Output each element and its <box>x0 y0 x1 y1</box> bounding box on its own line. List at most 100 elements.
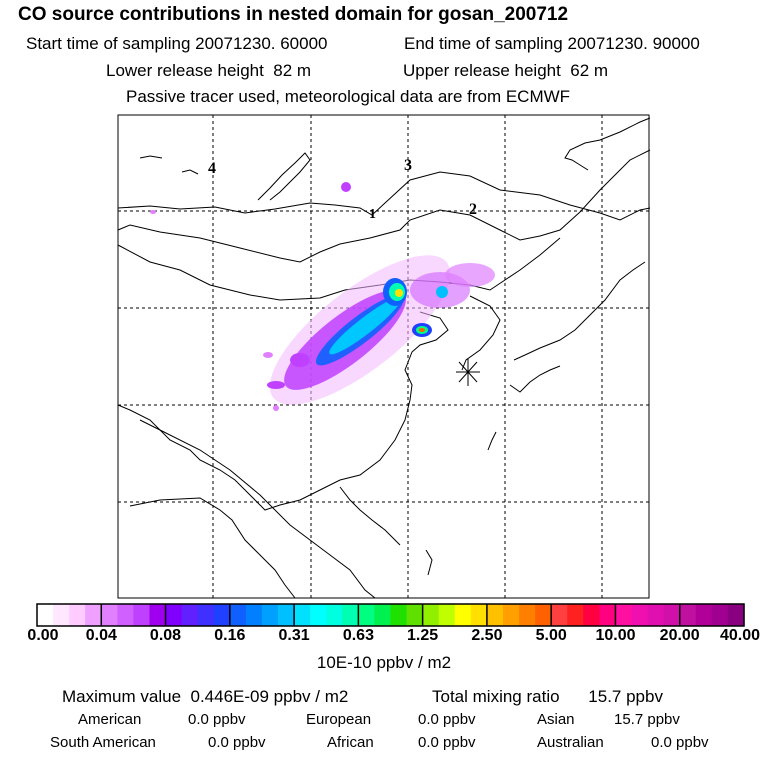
colorbar-cell <box>261 604 279 626</box>
max-value-number: 0.446E-09 ppbv / m2 <box>190 687 349 706</box>
colorbar-tick-label: 0.04 <box>85 627 117 644</box>
colorbar-cell <box>695 604 713 626</box>
colorbar-cell <box>85 604 102 626</box>
colorbar-cell <box>551 604 568 626</box>
colorbar-cell <box>422 604 440 626</box>
colorbar-cell <box>438 604 456 626</box>
region-australian-label: Australian <box>537 734 604 751</box>
colorbar-cell <box>679 604 697 626</box>
start-time-label: Start time of sampling <box>26 34 191 53</box>
colorbar-tick-label: 1.25 <box>407 627 439 644</box>
colorbar-cell <box>197 604 215 626</box>
tracer-note: Passive tracer used, meteorological data… <box>126 87 571 106</box>
colorbar-cell <box>406 604 424 626</box>
end-time-value: 20071230. 90000 <box>567 34 700 53</box>
colorbar-cell <box>133 604 151 626</box>
contribution-plume <box>150 182 495 411</box>
colorbar-cell <box>310 604 327 626</box>
total-mixing-value: 15.7 ppbv <box>588 687 663 706</box>
colorbar-cell <box>631 604 649 626</box>
colorbar-cell <box>647 604 665 626</box>
colorbar-units: 10E-10 ppbv / m2 <box>316 653 452 672</box>
colorbar-tick-label: 0.63 <box>342 627 374 644</box>
start-time: Start time of sampling 20071230. 60000 <box>26 34 328 54</box>
end-time: End time of sampling 20071230. 90000 <box>404 34 700 54</box>
region-european-value: 0.0 ppbv <box>418 711 476 728</box>
colorbar-cell <box>181 604 199 626</box>
colorbar-cell <box>470 604 488 626</box>
region-south-american-value: 0.0 ppbv <box>208 734 266 751</box>
region-american-value: 0.0 ppbv <box>188 711 246 728</box>
colorbar-tick-label: 0.31 <box>278 627 310 644</box>
colorbar-tick-label: 2.50 <box>471 627 503 644</box>
colorbar-cell <box>599 604 617 626</box>
max-value: Maximum value 0.446E-09 ppbv / m2 <box>62 687 348 707</box>
colorbar-cell <box>711 604 729 626</box>
colorbar-cell <box>245 604 263 626</box>
region-south-american-label: South American <box>50 734 156 751</box>
colorbar-cell <box>53 604 70 626</box>
grid-label-1: 1 <box>369 207 376 222</box>
colorbar-cell <box>535 604 552 626</box>
upper-release-label: Upper release height <box>403 61 561 80</box>
region-asian-value: 15.7 ppbv <box>614 711 680 728</box>
colorbar-cell <box>502 604 520 626</box>
map-frame <box>117 114 650 599</box>
colorbar-cell <box>69 604 86 626</box>
colorbar-cell <box>663 604 681 626</box>
grid-label-3: 3 <box>404 157 412 174</box>
lower-release-label: Lower release height <box>106 61 264 80</box>
colorbar-cell <box>454 604 472 626</box>
region-australian-value: 0.0 ppbv <box>651 734 709 751</box>
grid-label-2: 2 <box>469 201 477 218</box>
colorbar <box>37 604 745 626</box>
colorbar-tick-label: 0.16 <box>214 627 246 644</box>
colorbar-cell <box>519 604 536 626</box>
colorbar-cell <box>358 604 376 626</box>
grid-label-4: 4 <box>208 160 216 177</box>
region-american-label: American <box>78 711 142 728</box>
colorbar-cell <box>486 604 504 626</box>
colorbar-dividers <box>100 604 681 626</box>
max-value-label: Maximum value <box>62 687 182 706</box>
colorbar-tick-label: 0.08 <box>149 627 182 644</box>
total-mixing-ratio: Total mixing ratio 15.7 ppbv <box>432 687 663 707</box>
start-time-value: 20071230. 60000 <box>195 34 328 53</box>
upper-release-value: 62 m <box>570 61 609 80</box>
region-asian-label: Asian <box>537 711 575 728</box>
colorbar-cell <box>615 604 633 626</box>
coastlines <box>117 117 651 599</box>
colorbar-cell <box>117 604 135 626</box>
colorbar-cell <box>229 604 247 626</box>
receptor-marker-icon <box>456 358 480 386</box>
end-time-label: End time of sampling <box>404 34 563 53</box>
colorbar-cell <box>390 604 408 626</box>
colorbar-cell <box>101 604 118 626</box>
colorbar-tick-label: 0.00 <box>27 627 59 644</box>
colorbar-cell <box>583 604 600 626</box>
chart-title: CO source contributions in nested domain… <box>18 4 569 25</box>
region-african-label: African <box>327 734 374 751</box>
colorbar-cell <box>567 604 584 626</box>
lower-release-height: Lower release height 82 m <box>106 61 311 81</box>
total-mixing-label: Total mixing ratio <box>432 687 560 706</box>
upper-release-height: Upper release height 62 m <box>403 61 608 81</box>
colorbar-cell <box>326 604 343 626</box>
region-african-value: 0.0 ppbv <box>418 734 476 751</box>
colorbar-cell <box>149 604 167 626</box>
colorbar-cell <box>278 604 295 626</box>
colorbar-tick-label: 40.00 <box>719 627 761 644</box>
lower-release-value: 82 m <box>273 61 312 80</box>
colorbar-cell <box>213 604 231 626</box>
colorbar-tick-label: 10.00 <box>595 627 636 644</box>
colorbar-cell <box>165 604 183 626</box>
colorbar-cell <box>342 604 359 626</box>
colorbar-cell <box>374 604 392 626</box>
colorbar-tick-label: 20.00 <box>659 627 700 644</box>
region-european-label: European <box>306 711 372 728</box>
colorbar-cell <box>727 604 745 626</box>
colorbar-cell <box>294 604 311 626</box>
colorbar-cell <box>37 604 54 626</box>
colorbar-frame <box>36 603 745 627</box>
